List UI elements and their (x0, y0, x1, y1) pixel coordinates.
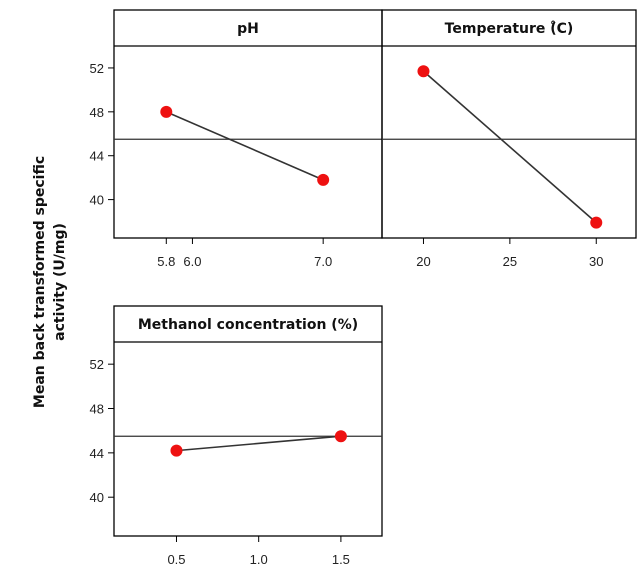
y-tick-label: 44 (90, 446, 104, 461)
data-point (334, 430, 347, 443)
data-point (160, 105, 173, 118)
y-tick-label: 48 (90, 402, 104, 417)
x-tick-label: 20 (416, 254, 430, 269)
y-tick-label: 40 (90, 193, 104, 208)
x-tick-label: 30 (589, 254, 603, 269)
y-axis-label-line-1: Mean back transformed specific (32, 156, 48, 408)
x-tick-label: 1.5 (332, 552, 350, 567)
series-line (422, 70, 597, 224)
panel-title: pH (237, 21, 259, 37)
panel-3: Methanol concentration (%) 40 44 48 52 0.5 1.0… (90, 305, 383, 567)
panel-title: Temperature (̊C) (445, 20, 574, 37)
y-axis-label: Mean back transformed specific activity … (32, 156, 68, 408)
panel-frame (113, 9, 383, 239)
y-tick-label: 52 (90, 61, 104, 76)
panel-2: Temperature (̊C) 20 25 30 (381, 9, 637, 269)
data-point (170, 444, 183, 457)
y-tick-label: 52 (90, 357, 104, 372)
y-tick-label: 48 (90, 105, 104, 120)
data-point (317, 173, 330, 186)
panel-1: pH 40 44 48 52 5.8 6.0 7.0 (90, 9, 383, 269)
panel-title: Methanol concentration (%) (138, 317, 358, 333)
x-tick-label: 5.8 (157, 254, 175, 269)
y-axis-label-line-2: activity (U/mg) (52, 223, 68, 341)
x-tick-label: 1.0 (250, 552, 268, 567)
y-tick-label: 40 (90, 490, 104, 505)
x-tick-label: 25 (503, 254, 517, 269)
x-tick-label: 0.5 (167, 552, 185, 567)
x-tick-label: 7.0 (314, 254, 332, 269)
data-point (590, 216, 603, 229)
data-point (417, 65, 430, 78)
panels: pH 40 44 48 52 5.8 6.0 7.0 Temperature (̊C) 20 25 3… (90, 9, 637, 567)
series-line (165, 111, 324, 181)
series-line (176, 435, 341, 452)
panel-frame (113, 305, 383, 537)
panel-frame (381, 9, 637, 239)
x-tick-label: 6.0 (183, 254, 201, 269)
y-tick-label: 44 (90, 149, 104, 164)
